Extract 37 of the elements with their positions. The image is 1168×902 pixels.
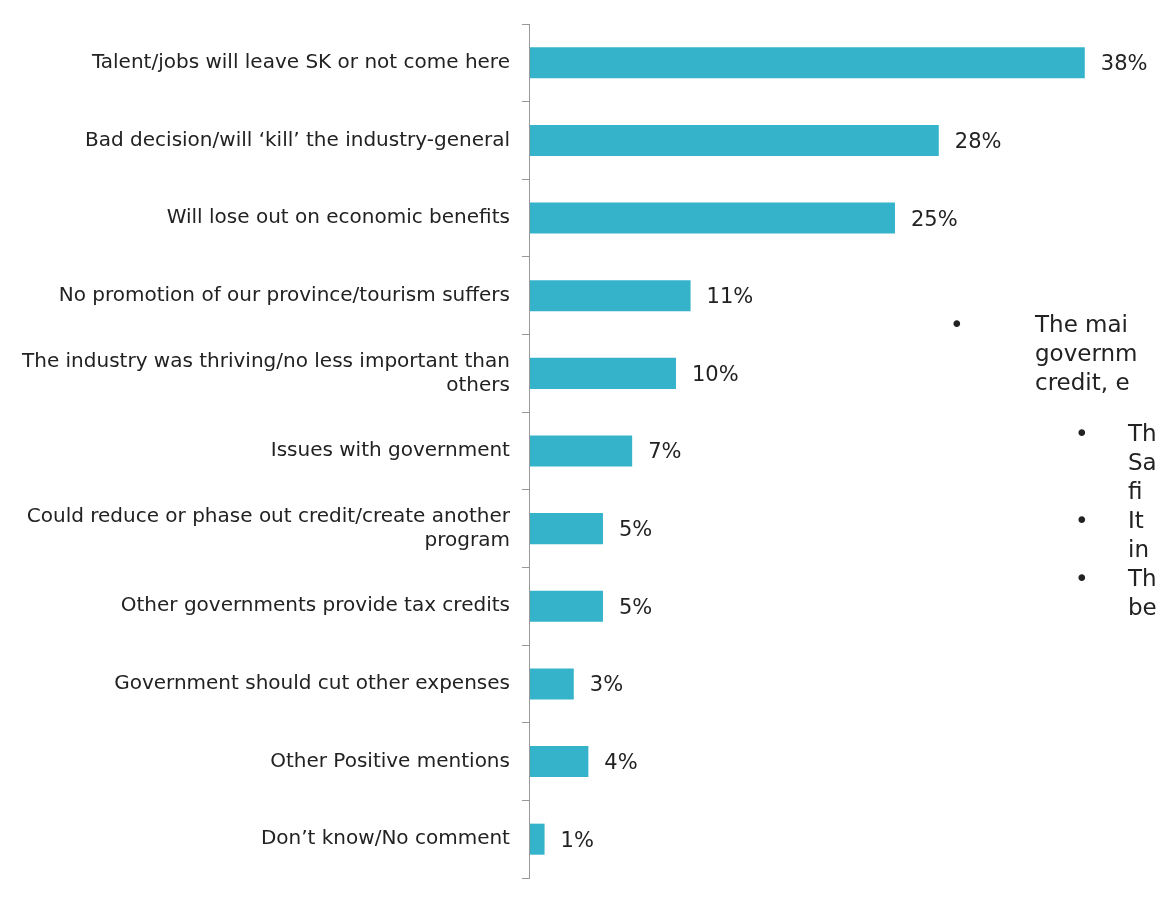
y-tick-label: Talent/jobs will leave SK or not come here: [90, 49, 510, 74]
bar: [529, 202, 895, 234]
bar: [529, 357, 676, 389]
bar: [529, 47, 1085, 79]
text: • It in: [1075, 507, 1149, 562]
y-tick-label: Issues with government: [270, 437, 511, 462]
y-tick-label: Government should cut other expenses: [114, 670, 510, 695]
y-tick-label: Bad decision/will ‘kill’ the industry-general: [85, 126, 510, 151]
data-label: 5%: [618, 594, 653, 619]
bar: [529, 513, 603, 545]
data-label: 25%: [910, 206, 958, 231]
y-tick-label: Could reduce or phase out credit/create another program: [26, 502, 511, 551]
data-label: 28%: [954, 128, 1002, 153]
text: • Th be: [1075, 565, 1157, 620]
data-label: 1%: [560, 827, 594, 852]
bar: [529, 280, 691, 312]
data-label: 11%: [706, 284, 754, 309]
bar: [529, 590, 603, 622]
bar: [529, 746, 589, 778]
text: • Th Sa fi: [1075, 420, 1157, 504]
bar: [529, 823, 545, 855]
text: • The mai governm credit, e: [950, 311, 1138, 395]
data-label: 3%: [589, 672, 624, 697]
bar: [529, 435, 633, 467]
bar: [529, 668, 574, 700]
y-tick-label: Will lose out on economic benefits: [166, 204, 510, 229]
data-label: 7%: [648, 439, 682, 464]
y-tick-label: No promotion of our province/tourism suffers: [58, 281, 510, 306]
y-tick-label: Don’t know/No comment: [260, 825, 511, 850]
bar: [529, 124, 939, 156]
data-label: 4%: [604, 750, 638, 774]
data-label: 38%: [1100, 51, 1148, 76]
y-tick-label: Other Positive mentions: [270, 747, 510, 772]
data-label: 5%: [618, 517, 653, 542]
y-tick-label: The industry was thriving/no less important than others: [21, 347, 510, 396]
y-tick-label: Other governments provide tax credits: [120, 592, 510, 617]
data-label: 10%: [691, 361, 739, 386]
